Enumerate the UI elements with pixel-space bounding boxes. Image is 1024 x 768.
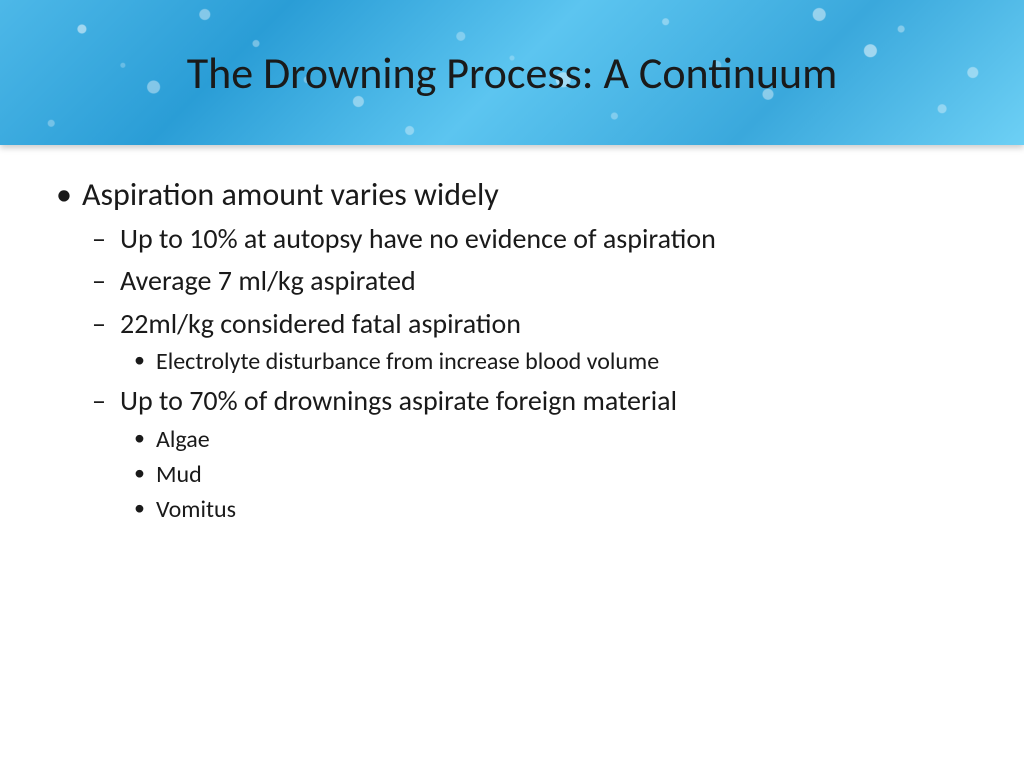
slide-title: The Drowning Process: A Continuum xyxy=(187,46,838,100)
bullet-list-level-3: Electrolyte disturbance from increase bl… xyxy=(120,346,974,377)
sub-sub-bullet: Algae xyxy=(120,424,974,455)
bullet-list-level-2: Up to 10% at autopsy have no evidence of… xyxy=(82,221,974,525)
main-bullet: Aspiration amount varies widely Up to 10… xyxy=(50,175,974,525)
header-banner: The Drowning Process: A Continuum xyxy=(0,0,1024,145)
sub-bullet: Up to 70% of drownings aspirate foreign … xyxy=(82,383,974,525)
main-bullet-text: Aspiration amount varies widely xyxy=(82,175,499,214)
sub-bullet-text: Up to 10% at autopsy have no evidence of… xyxy=(120,221,716,256)
sub-bullet-text: Average 7 ml/kg aspirated xyxy=(120,263,416,298)
bullet-list-level-1: Aspiration amount varies widely Up to 10… xyxy=(50,175,974,525)
sub-sub-bullet: Vomitus xyxy=(120,494,974,525)
sub-sub-bullet-text: Mud xyxy=(156,460,202,489)
sub-sub-bullet-text: Algae xyxy=(156,425,210,454)
sub-bullet-text: 22ml/kg considered fatal aspiration xyxy=(120,306,521,341)
slide-content: Aspiration amount varies widely Up to 10… xyxy=(0,145,1024,551)
bullet-list-level-3: Algae Mud Vomitus xyxy=(120,424,974,526)
sub-bullet: Average 7 ml/kg aspirated xyxy=(82,263,974,299)
sub-sub-bullet-text: Electrolyte disturbance from increase bl… xyxy=(156,347,659,376)
sub-bullet: 22ml/kg considered fatal aspiration Elec… xyxy=(82,306,974,378)
sub-bullet: Up to 10% at autopsy have no evidence of… xyxy=(82,221,974,257)
sub-sub-bullet: Mud xyxy=(120,459,974,490)
sub-bullet-text: Up to 70% of drownings aspirate foreign … xyxy=(120,383,677,418)
sub-sub-bullet-text: Vomitus xyxy=(156,495,236,524)
sub-sub-bullet: Electrolyte disturbance from increase bl… xyxy=(120,346,974,377)
